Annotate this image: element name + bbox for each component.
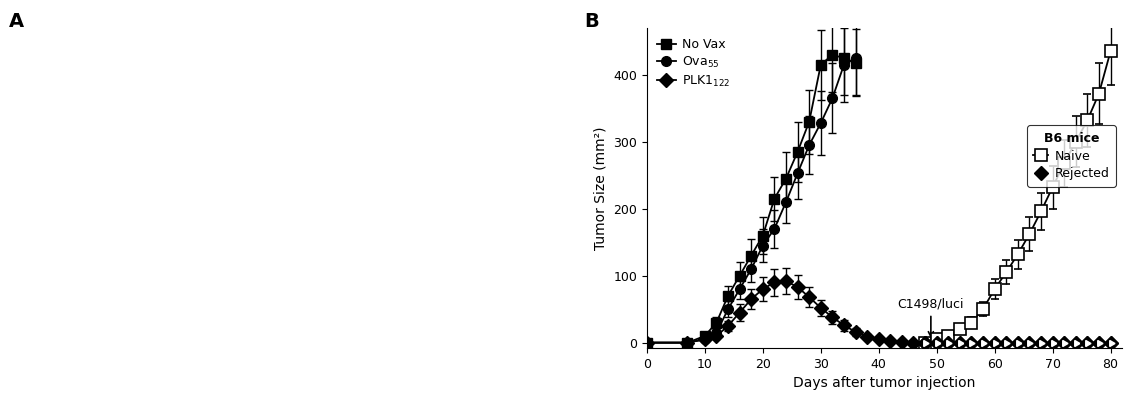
Y-axis label: Tumor Size (mm²): Tumor Size (mm²) xyxy=(594,126,608,250)
Legend: Naive, Rejected: Naive, Rejected xyxy=(1027,125,1116,187)
X-axis label: Days after tumor injection: Days after tumor injection xyxy=(793,376,976,390)
Text: A: A xyxy=(9,12,24,31)
Text: B: B xyxy=(584,12,599,31)
Text: C1498/luci: C1498/luci xyxy=(898,298,964,337)
